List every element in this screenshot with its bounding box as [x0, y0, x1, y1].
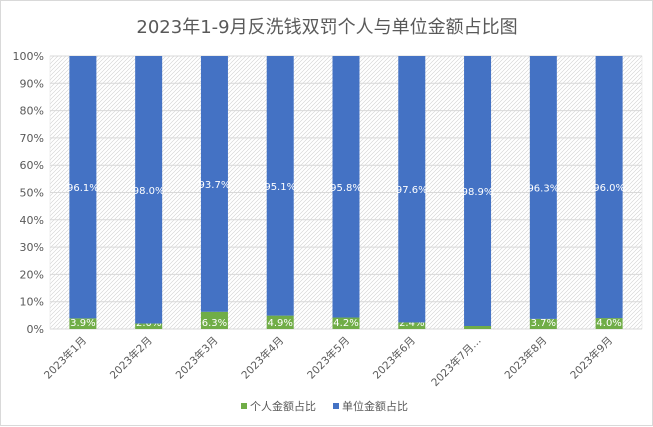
y-tick-label: 20%	[20, 268, 44, 281]
data-label-personal: 2.4%	[399, 318, 424, 329]
bars: 3.9%96.1%2.0%98.0%6.3%93.7%4.9%95.1%4.2%…	[67, 56, 625, 329]
bar-personal	[266, 315, 294, 329]
data-label-unit: 96.0%	[593, 183, 625, 194]
data-label-unit: 93.7%	[199, 180, 231, 191]
x-category-label: 2023年2月	[107, 334, 155, 382]
bar-unit	[332, 56, 360, 318]
bar-unit	[595, 56, 623, 319]
legend-swatch-unit	[333, 403, 339, 409]
x-category-label: 2023年4月	[239, 334, 287, 382]
y-axis-ticks: 0% 10% 20% 30% 40% 50% 60% 70% 80% 90% 100%	[13, 50, 44, 336]
bar-personal	[69, 318, 97, 329]
data-label-personal: 6.3%	[202, 318, 227, 329]
bar-personal	[464, 325, 492, 329]
legend-swatch-personal	[241, 403, 247, 409]
data-label-personal: 3.7%	[531, 318, 556, 329]
bar-unit	[69, 56, 97, 319]
x-axis-categories: 2023年1月 2023年2月 2023年3月 2023年4月 2023年5月 2023年…	[41, 334, 615, 389]
bar-personal	[135, 323, 163, 329]
legend-label-personal: 个人金额占比	[250, 399, 316, 413]
bar-unit	[398, 56, 426, 323]
chart-title: 2023年1-9月反洗钱双罚个人与单位金额占比图	[136, 17, 517, 38]
x-category-label: 2023年6月	[370, 334, 418, 382]
data-label-unit: 95.1%	[264, 182, 296, 193]
data-label-personal: 4.2%	[333, 318, 358, 329]
data-label-unit: 97.6%	[396, 185, 428, 196]
data-label-personal: 3.9%	[70, 318, 95, 329]
data-label-personal: 4.9%	[268, 318, 293, 329]
data-label-personal: 4.0%	[596, 318, 621, 329]
data-label-unit: 98.9%	[462, 187, 494, 198]
y-tick-label: 0%	[27, 323, 44, 336]
y-tick-label: 40%	[20, 214, 44, 227]
data-label-unit: 96.3%	[527, 183, 559, 194]
x-category-label: 2023年3月	[173, 334, 221, 382]
bar-unit	[464, 56, 492, 326]
data-label-unit: 96.1%	[67, 183, 99, 194]
y-tick-label: 70%	[20, 132, 44, 145]
bar-personal	[529, 318, 557, 329]
data-label-unit: 98.0%	[133, 186, 165, 197]
data-label-unit: 95.8%	[330, 183, 362, 194]
x-category-label: 2023年1月	[41, 334, 89, 382]
y-tick-label: 60%	[20, 159, 44, 172]
x-category-label: 2023年8月	[502, 334, 550, 382]
bar-unit	[266, 56, 294, 316]
bar-unit	[135, 56, 163, 324]
bar-personal	[398, 322, 426, 329]
bar-personal	[332, 317, 360, 329]
x-category-label: 2023年7月…	[429, 334, 484, 389]
y-tick-label: 100%	[13, 50, 44, 63]
x-category-label: 2023年9月	[568, 334, 616, 382]
y-tick-label: 30%	[20, 241, 44, 254]
y-tick-label: 90%	[20, 77, 44, 90]
bar-unit	[200, 56, 228, 312]
y-tick-label: 80%	[20, 105, 44, 118]
legend: 个人金额占比 单位金额占比	[241, 399, 408, 413]
legend-label-unit: 单位金额占比	[342, 399, 408, 413]
y-tick-label: 50%	[20, 187, 44, 200]
bar-personal	[200, 311, 228, 329]
bar-personal	[595, 318, 623, 329]
y-tick-label: 10%	[20, 296, 44, 309]
x-category-label: 2023年5月	[304, 334, 352, 382]
bar-unit	[529, 56, 557, 319]
